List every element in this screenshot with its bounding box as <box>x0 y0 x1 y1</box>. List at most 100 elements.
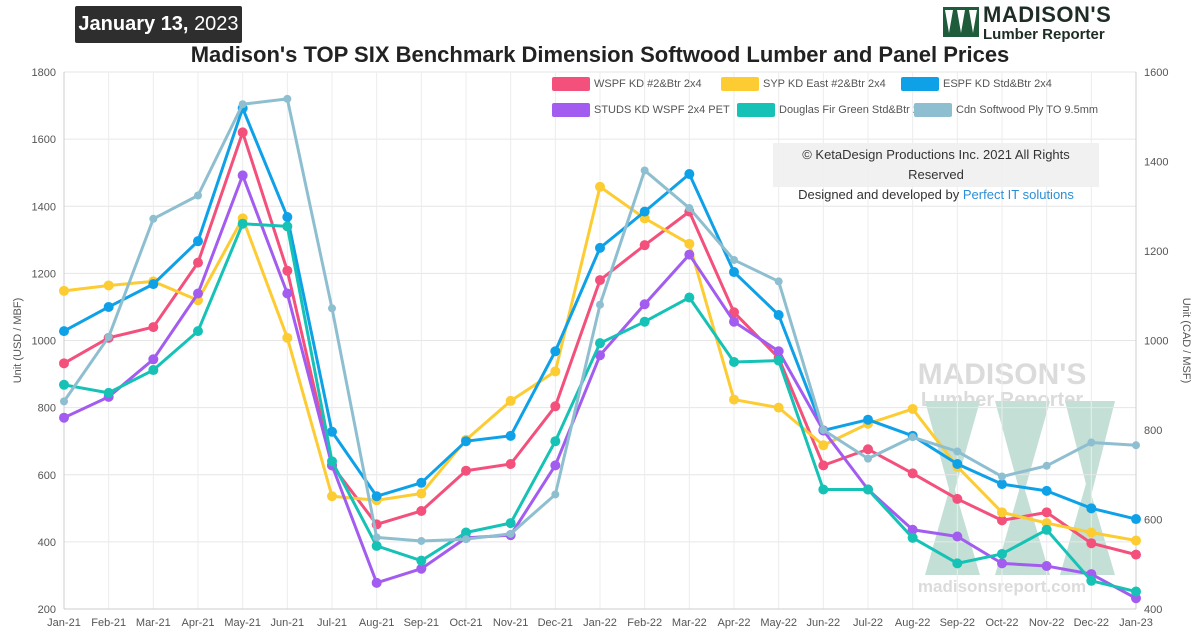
data-point-studs[interactable] <box>237 170 248 181</box>
data-point-wspf[interactable] <box>1086 538 1097 549</box>
data-point-dfir[interactable] <box>684 292 695 303</box>
data-point-wspf[interactable] <box>997 515 1007 526</box>
data-point-ply[interactable] <box>60 397 68 406</box>
data-point-dfir[interactable] <box>237 218 248 229</box>
data-point-dfir[interactable] <box>103 387 114 398</box>
data-point-studs[interactable] <box>639 299 650 310</box>
data-point-espf[interactable] <box>639 206 650 217</box>
data-point-syp[interactable] <box>59 285 69 296</box>
legend-item-syp[interactable]: SYP KD East #2&Btr 2x4 <box>721 77 886 92</box>
data-point-espf[interactable] <box>863 414 873 425</box>
data-point-ply[interactable] <box>149 214 158 223</box>
data-point-espf[interactable] <box>952 459 963 470</box>
data-point-wspf[interactable] <box>505 459 516 470</box>
data-point-wspf[interactable] <box>237 127 248 138</box>
data-point-espf[interactable] <box>550 346 561 357</box>
data-point-studs[interactable] <box>416 563 427 574</box>
data-point-ply[interactable] <box>506 529 515 538</box>
data-point-studs[interactable] <box>684 249 695 260</box>
data-point-ply[interactable] <box>774 277 783 286</box>
data-point-dfir[interactable] <box>416 555 427 566</box>
data-point-ply[interactable] <box>953 447 962 456</box>
legend-item-espf[interactable]: ESPF KD Std&Btr 2x4 <box>901 77 1052 92</box>
data-point-studs[interactable] <box>59 412 69 423</box>
data-point-ply[interactable] <box>238 100 247 109</box>
data-point-studs[interactable] <box>952 531 963 542</box>
data-point-syp[interactable] <box>1086 527 1097 538</box>
data-point-wspf[interactable] <box>461 465 471 476</box>
data-point-syp[interactable] <box>729 394 739 405</box>
data-point-espf[interactable] <box>997 479 1007 490</box>
data-point-syp[interactable] <box>327 491 337 502</box>
data-point-dfir[interactable] <box>505 518 516 529</box>
data-point-espf[interactable] <box>595 242 605 253</box>
data-point-wspf[interactable] <box>907 468 918 479</box>
data-point-espf[interactable] <box>282 211 293 222</box>
data-point-syp[interactable] <box>505 395 516 406</box>
data-point-studs[interactable] <box>282 288 293 299</box>
data-point-dfir[interactable] <box>59 379 69 390</box>
data-point-espf[interactable] <box>103 301 114 312</box>
data-point-wspf[interactable] <box>952 493 963 504</box>
data-point-ply[interactable] <box>1042 461 1051 470</box>
data-point-ply[interactable] <box>551 490 560 499</box>
data-point-studs[interactable] <box>550 460 561 471</box>
data-point-dfir[interactable] <box>1041 524 1052 535</box>
data-point-syp[interactable] <box>1131 535 1141 546</box>
data-point-syp[interactable] <box>907 403 918 414</box>
data-point-dfir[interactable] <box>729 356 739 367</box>
data-point-syp[interactable] <box>684 238 695 249</box>
data-point-ply[interactable] <box>596 300 604 309</box>
data-point-wspf[interactable] <box>550 401 561 412</box>
data-point-ply[interactable] <box>328 304 336 313</box>
data-point-studs[interactable] <box>773 346 784 357</box>
data-point-syp[interactable] <box>550 366 561 377</box>
data-point-wspf[interactable] <box>148 322 159 333</box>
data-point-espf[interactable] <box>371 491 382 502</box>
data-point-ply[interactable] <box>998 472 1006 481</box>
data-point-studs[interactable] <box>729 316 739 327</box>
data-point-dfir[interactable] <box>193 326 203 337</box>
data-point-espf[interactable] <box>148 279 159 290</box>
data-point-dfir[interactable] <box>773 355 784 366</box>
data-point-ply[interactable] <box>908 433 917 442</box>
data-point-ply[interactable] <box>730 255 738 264</box>
data-point-wspf[interactable] <box>639 240 650 251</box>
data-point-syp[interactable] <box>282 332 293 343</box>
data-point-ply[interactable] <box>104 332 113 341</box>
data-point-syp[interactable] <box>818 440 829 451</box>
data-point-espf[interactable] <box>773 309 784 320</box>
data-point-syp[interactable] <box>416 488 427 499</box>
data-point-ply[interactable] <box>640 166 649 175</box>
data-point-espf[interactable] <box>461 436 471 447</box>
data-point-syp[interactable] <box>595 181 605 192</box>
data-point-ply[interactable] <box>1132 441 1140 450</box>
data-point-dfir[interactable] <box>461 527 471 538</box>
data-point-dfir[interactable] <box>639 316 650 327</box>
data-point-ply[interactable] <box>1087 438 1096 447</box>
data-point-studs[interactable] <box>1041 561 1052 572</box>
data-point-wspf[interactable] <box>1131 549 1141 560</box>
data-point-wspf[interactable] <box>863 444 873 455</box>
data-point-dfir[interactable] <box>595 338 605 349</box>
data-point-studs[interactable] <box>907 524 918 535</box>
data-point-wspf[interactable] <box>729 307 739 318</box>
data-point-ply[interactable] <box>864 454 872 463</box>
legend-item-ply[interactable]: Cdn Softwood Ply TO 9.5mm <box>914 103 1098 118</box>
data-point-dfir[interactable] <box>818 484 829 495</box>
data-point-dfir[interactable] <box>952 558 963 569</box>
data-point-espf[interactable] <box>1131 514 1141 525</box>
data-point-wspf[interactable] <box>193 257 203 268</box>
data-point-dfir[interactable] <box>907 532 918 543</box>
data-point-wspf[interactable] <box>818 460 829 471</box>
data-point-espf[interactable] <box>193 236 203 247</box>
data-point-wspf[interactable] <box>282 265 293 276</box>
data-point-wspf[interactable] <box>416 505 427 516</box>
data-point-wspf[interactable] <box>1041 507 1052 518</box>
data-point-dfir[interactable] <box>550 436 561 447</box>
data-point-wspf[interactable] <box>595 275 605 286</box>
data-point-ply[interactable] <box>685 204 694 213</box>
data-point-espf[interactable] <box>1086 503 1097 514</box>
data-point-dfir[interactable] <box>1086 575 1097 586</box>
data-point-studs[interactable] <box>193 288 203 299</box>
